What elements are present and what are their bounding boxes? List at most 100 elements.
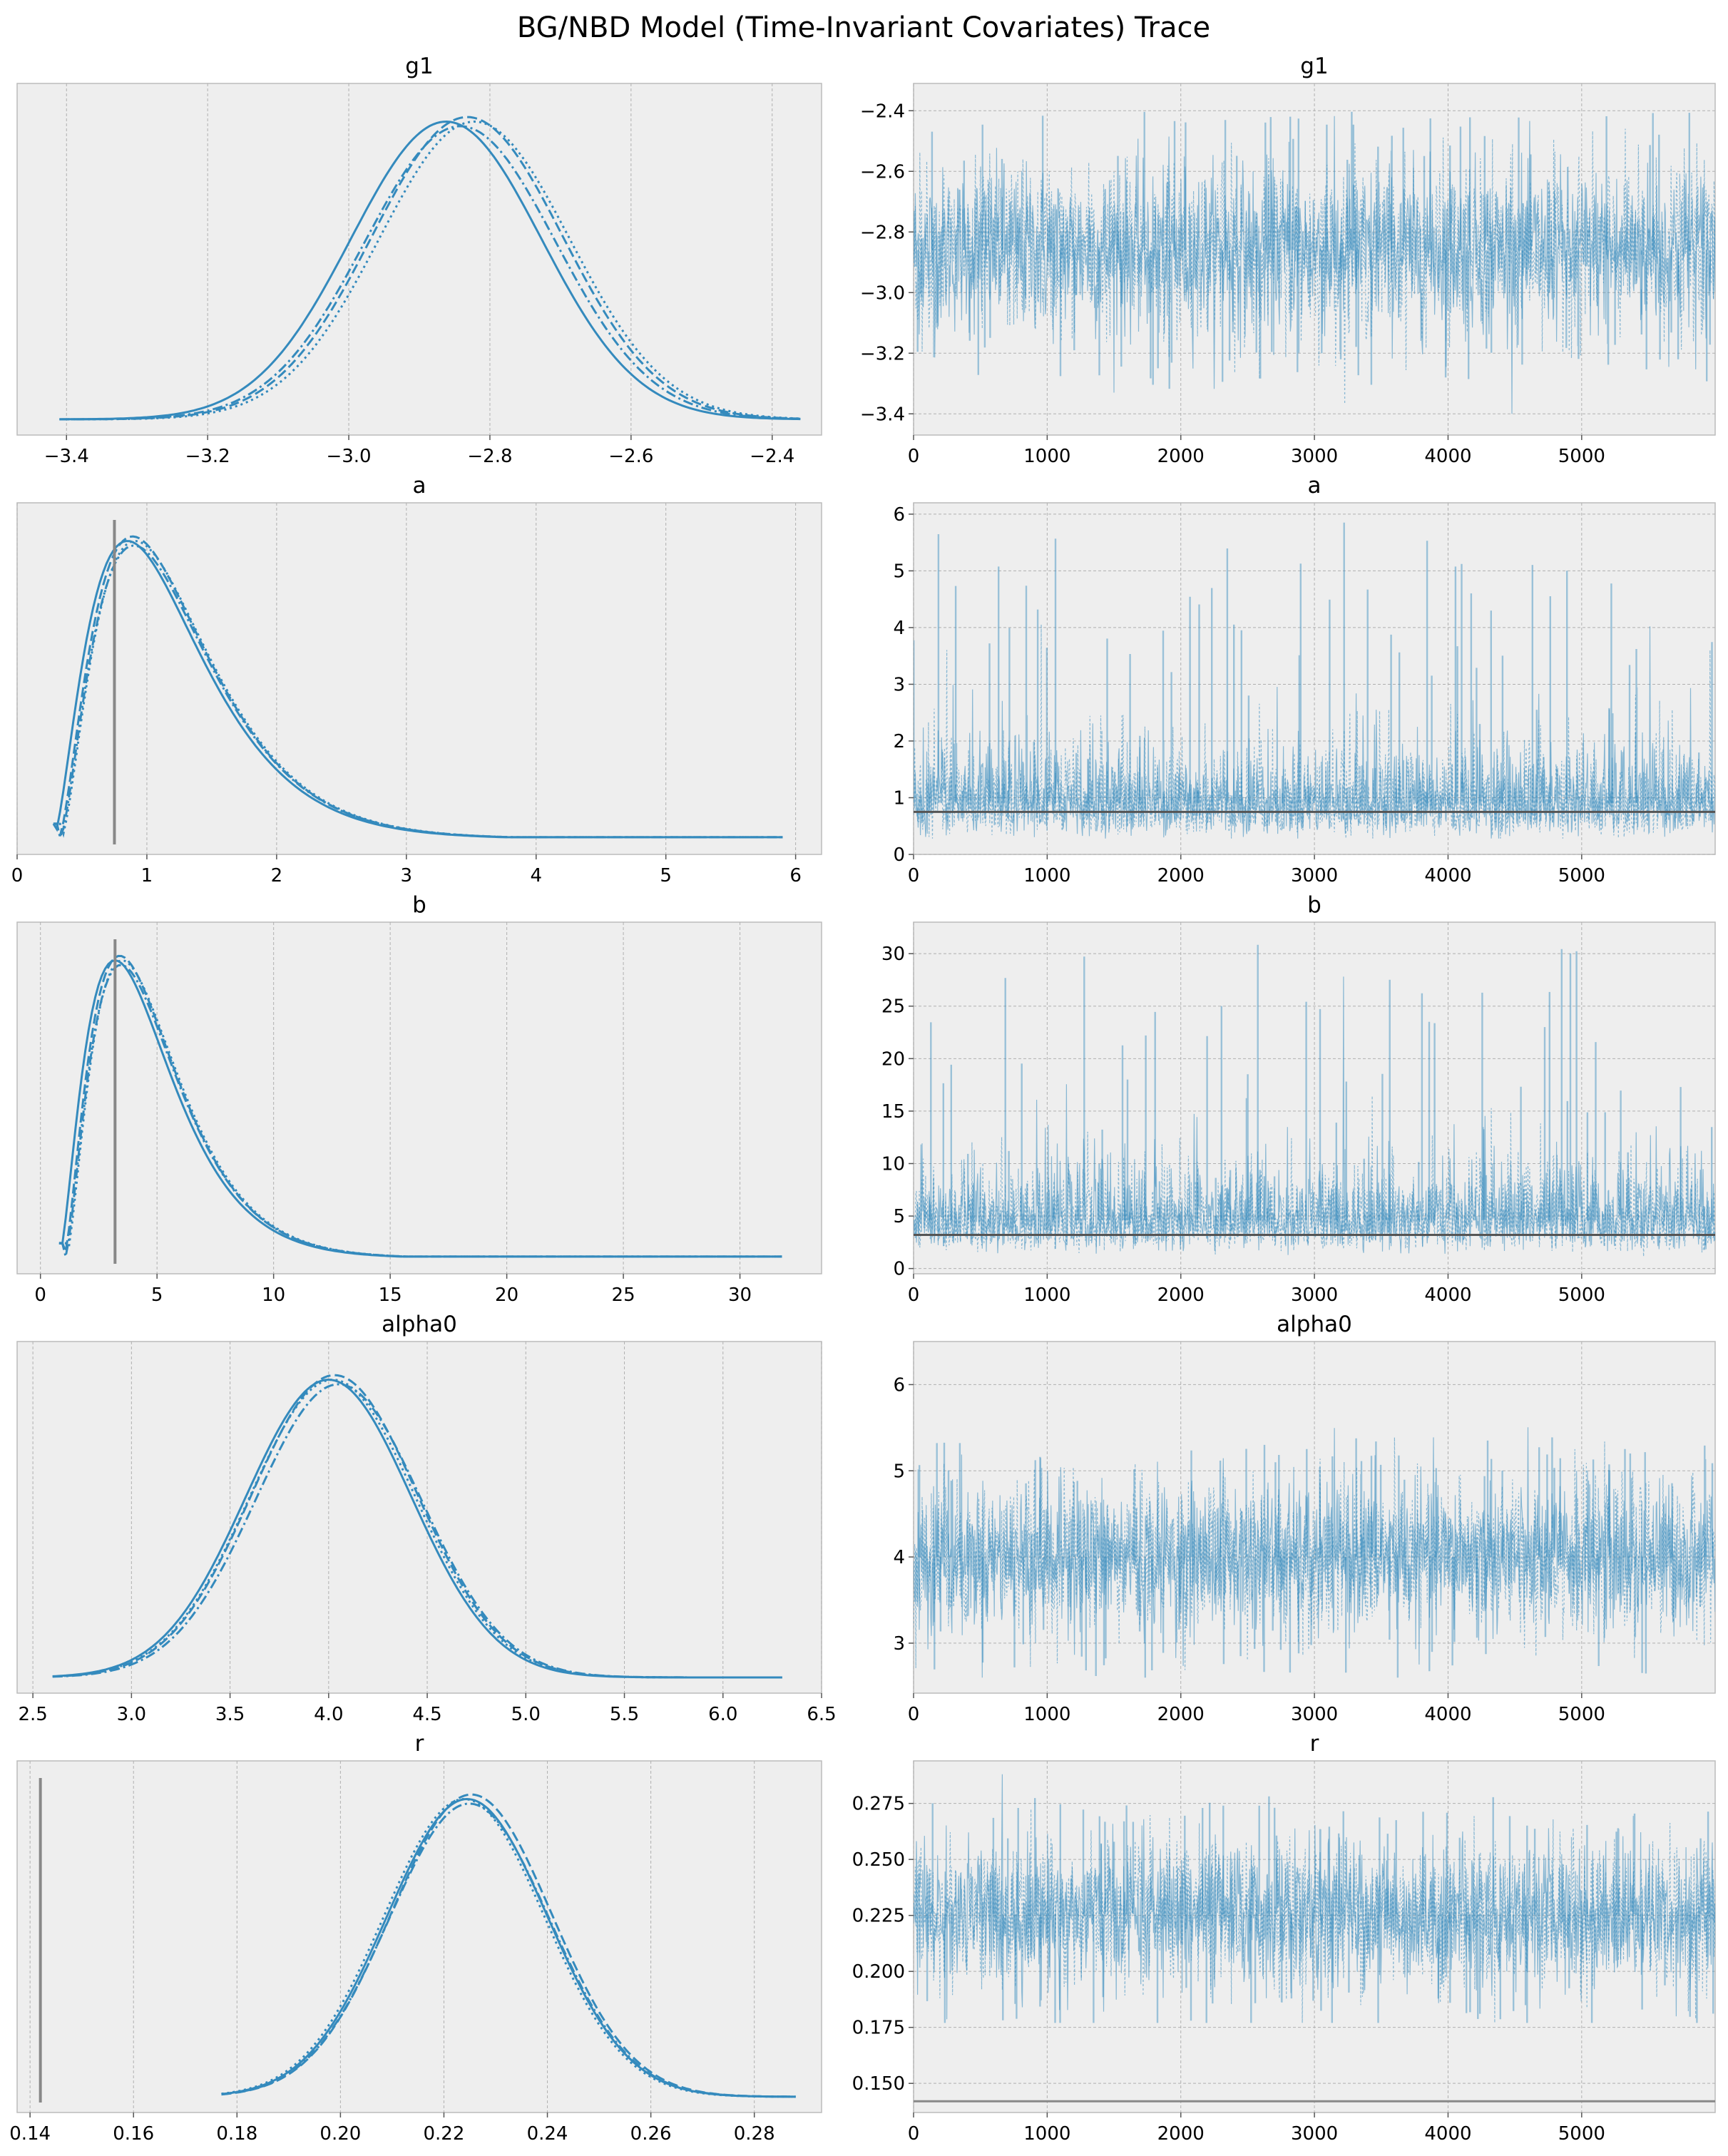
x-tick-label: 3000 xyxy=(1291,2123,1338,2145)
trace-line-chain-0 xyxy=(914,976,1715,1255)
x-tick-label: 0 xyxy=(11,865,24,887)
panel-title: b xyxy=(412,892,426,918)
density-panel-alpha0: alpha0 2.5 3.0 3.5 4.0 4.5 5.0 5.5 6.0 6.5 xyxy=(16,1312,837,1725)
x-tick-label: 4000 xyxy=(1424,2123,1471,2145)
y-tick-label: 0.275 xyxy=(852,1794,905,1815)
x-tick-label: 1000 xyxy=(1023,1284,1070,1306)
panel-title: g1 xyxy=(1300,53,1328,79)
y-tick-label: 5 xyxy=(893,561,905,582)
x-tick-label: 3000 xyxy=(1291,446,1338,467)
x-tick-label: 0 xyxy=(908,1284,920,1306)
y-tick-label: 6 xyxy=(893,504,905,526)
x-tick-label: 3000 xyxy=(1291,1704,1338,1725)
trace-line-chain-0 xyxy=(914,626,1715,839)
panel-title: alpha0 xyxy=(382,1312,457,1337)
y-tick-label: 0 xyxy=(893,844,905,866)
trace-spikes xyxy=(916,111,1711,389)
x-tick-label: 5000 xyxy=(1558,446,1605,467)
y-tick-label: −3.0 xyxy=(860,282,905,304)
x-tick-label: −2.4 xyxy=(750,446,794,467)
y-tick-label: 3 xyxy=(893,1633,905,1655)
trace-line-chain-1 xyxy=(914,1809,1715,2023)
x-tick-label: 4000 xyxy=(1424,1704,1471,1725)
y-tick-label: 15 xyxy=(881,1101,905,1123)
x-tick-label: 4000 xyxy=(1424,446,1471,467)
x-tick-label: 2000 xyxy=(1157,1284,1205,1306)
trace-line-chain-1 xyxy=(914,1095,1715,1257)
panel-title: a xyxy=(413,473,426,499)
density-curve-chain-1 xyxy=(221,1793,796,2098)
x-tick-label: 6 xyxy=(789,865,802,887)
density-curve-chain-3 xyxy=(221,1802,796,2098)
x-tick-label: 1 xyxy=(141,865,153,887)
x-tick-label: 5.5 xyxy=(610,1704,639,1725)
y-tick-label: 4 xyxy=(893,618,905,639)
x-tick-label: 3.0 xyxy=(117,1704,146,1725)
x-tick-label: −3.4 xyxy=(44,446,89,467)
trace-line-chain-1 xyxy=(914,1437,1715,1670)
x-tick-label: 0 xyxy=(908,1704,920,1725)
x-tick-label: 3000 xyxy=(1291,865,1338,887)
x-tick-label: 2000 xyxy=(1157,446,1205,467)
x-tick-label: 5000 xyxy=(1558,865,1605,887)
y-tick-label: 6 xyxy=(893,1374,905,1396)
y-tick-label: 30 xyxy=(881,944,905,965)
x-tick-label: 25 xyxy=(612,1284,635,1306)
x-tick-label: 5000 xyxy=(1558,1284,1605,1306)
figure-title: BG/NBD Model (Time-Invariant Covariates)… xyxy=(517,11,1210,44)
trace-spikes xyxy=(929,944,1713,1220)
x-tick-label: 0.24 xyxy=(527,2123,568,2145)
trace-body xyxy=(914,111,1715,414)
x-tick-label: 0.14 xyxy=(9,2123,51,2145)
density-panel-a: a 0 1 2 3 4 5 6 xyxy=(11,473,822,887)
x-tick-label: 5 xyxy=(151,1284,163,1306)
y-tick-label: 4 xyxy=(893,1547,905,1568)
panel-title: alpha0 xyxy=(1277,1312,1352,1337)
x-tick-label: 0 xyxy=(908,2123,920,2145)
x-tick-label: 1000 xyxy=(1023,2123,1070,2145)
x-tick-label: 3.5 xyxy=(215,1704,245,1725)
density-curve-chain-2 xyxy=(59,120,801,421)
x-tick-label: −3.2 xyxy=(185,446,230,467)
y-tick-label: 3 xyxy=(893,674,905,695)
y-tick-label: 1 xyxy=(893,787,905,809)
x-tick-label: 0.26 xyxy=(630,2123,672,2145)
density-curve-chain-3 xyxy=(59,125,801,421)
panel-title: b xyxy=(1307,892,1321,918)
x-tick-label: 4 xyxy=(530,865,542,887)
density-panel-g1: g1 −3.4 −3.2 −3.0 −2.8 −2.6 −2.4 xyxy=(16,53,822,467)
y-tick-label: 2 xyxy=(893,731,905,752)
trace-line-chain-0 xyxy=(914,116,1715,414)
x-tick-label: 20 xyxy=(495,1284,518,1306)
density-curve-chain-2 xyxy=(58,959,782,1258)
x-tick-label: 4.0 xyxy=(314,1704,343,1725)
x-tick-label: 6.0 xyxy=(708,1704,737,1725)
x-tick-label: 0.20 xyxy=(319,2123,361,2145)
x-tick-label: 15 xyxy=(379,1284,402,1306)
y-tick-label: −3.4 xyxy=(860,404,905,425)
trace-body xyxy=(914,944,1715,1257)
x-tick-label: 6.5 xyxy=(807,1704,836,1725)
x-tick-label: 2000 xyxy=(1157,2123,1205,2145)
y-tick-label: 5 xyxy=(893,1461,905,1482)
x-tick-label: 1000 xyxy=(1023,865,1070,887)
y-tick-label: −2.8 xyxy=(860,222,905,243)
trace-panel-alpha0: alpha0 0 1000 2000 3000 4000 5000 3 4 5 6 xyxy=(893,1312,1716,1725)
x-tick-label: 0 xyxy=(908,446,920,467)
x-tick-label: 2000 xyxy=(1157,865,1205,887)
density-curve-chain-3 xyxy=(53,544,783,841)
trace-body xyxy=(914,1427,1715,1678)
panel-title: a xyxy=(1308,473,1321,499)
density-curve-chain-2 xyxy=(52,1379,782,1679)
y-tick-label: 0.175 xyxy=(852,2018,905,2039)
y-tick-label: 0.225 xyxy=(852,1906,905,1927)
x-tick-label: 2.5 xyxy=(18,1704,47,1725)
x-tick-label: −2.8 xyxy=(467,446,512,467)
density-curve-chain-3 xyxy=(52,1383,782,1679)
x-tick-label: 0 xyxy=(34,1284,46,1306)
trace-line-chain-1 xyxy=(914,128,1715,404)
x-tick-label: 5.0 xyxy=(511,1704,541,1725)
trace-spikes xyxy=(914,522,1713,804)
x-tick-label: −2.6 xyxy=(608,446,653,467)
